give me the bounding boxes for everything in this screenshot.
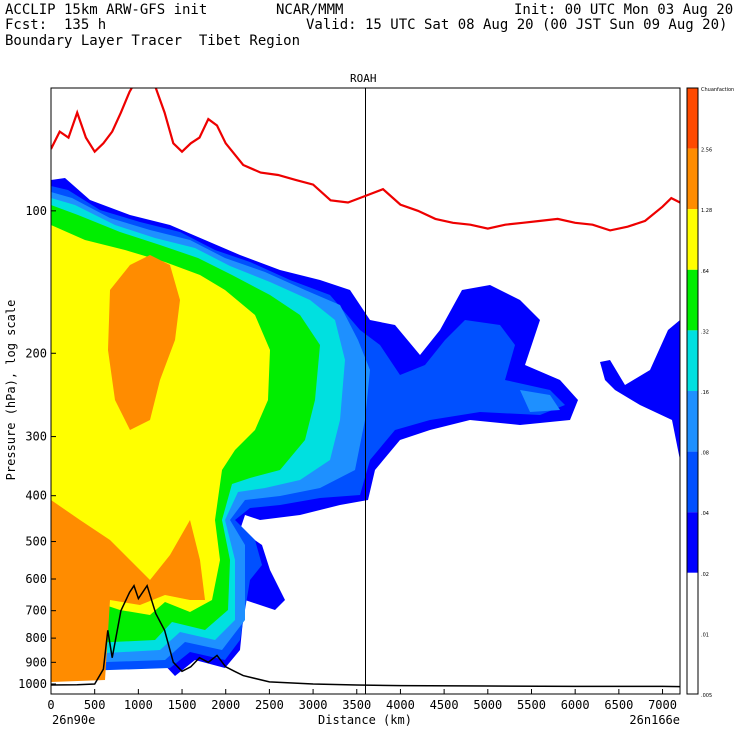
colorbar-swatch bbox=[687, 269, 698, 331]
y-tick-label: 1000 bbox=[18, 677, 47, 691]
x-tick-label: 4500 bbox=[430, 698, 459, 712]
header-source: NCAR/MMM bbox=[276, 2, 344, 18]
colorbar-label: 1.28 bbox=[701, 208, 712, 214]
x-tick-label: 6500 bbox=[604, 698, 633, 712]
y-tick-label: 400 bbox=[25, 489, 47, 503]
x-tick-label: 5000 bbox=[473, 698, 502, 712]
colorbar-label: .32 bbox=[701, 329, 709, 335]
colorbar-swatch bbox=[687, 633, 698, 694]
colorbar-swatch bbox=[687, 330, 698, 391]
y-tick-label: 100 bbox=[25, 204, 47, 218]
x-tick-label: 3500 bbox=[342, 698, 371, 712]
tracer-level-light-blue-right bbox=[520, 390, 560, 412]
chart-title: ROAH bbox=[350, 72, 377, 85]
x-tick-label: 6000 bbox=[561, 698, 590, 712]
tracer-level-blue-right bbox=[600, 320, 680, 460]
x-tick-label: 4000 bbox=[386, 698, 415, 712]
tracer-level-yellow bbox=[51, 225, 270, 615]
colorbar-label: .64 bbox=[701, 269, 709, 275]
plot-frame bbox=[50, 87, 681, 695]
y-tick-label: 200 bbox=[25, 346, 47, 360]
header-field-name: Boundary Layer Tracer Tibet Region bbox=[5, 33, 301, 49]
colorbar-label: .01 bbox=[701, 632, 709, 638]
terrain-line bbox=[51, 583, 680, 688]
tropopause-line bbox=[51, 88, 680, 232]
y-tick-label: 800 bbox=[25, 631, 47, 645]
colorbar-label: .08 bbox=[701, 451, 709, 457]
x-start-label: 26n90e bbox=[52, 713, 95, 727]
x-tick-label: 0 bbox=[47, 698, 54, 712]
x-tick-label: 2000 bbox=[211, 698, 240, 712]
header-valid-time: Valid: 15 UTC Sat 08 Aug 20 (00 JST Sun … bbox=[306, 17, 728, 33]
colorbar-swatch bbox=[687, 512, 698, 573]
colorbar-swatch bbox=[687, 391, 698, 452]
colorbar-swatch bbox=[687, 88, 698, 149]
tracer-concentration-fill bbox=[51, 178, 680, 694]
colorbar: Chuanfaction 2.56 1.28 .64 .32 .16 .08 .04 .02 .0… bbox=[686, 87, 734, 699]
header-title: ACCLIP 15km ARW-GFS init bbox=[5, 2, 208, 18]
x-axis: 0 500 1000 1500 2000 2500 3000 3500 4000 4500 5000… bbox=[47, 689, 677, 712]
y-tick-label: 700 bbox=[25, 604, 47, 618]
x-end-label: 26n166e bbox=[629, 713, 680, 727]
y-tick-label: 300 bbox=[25, 430, 47, 444]
tracer-level-orange-upper bbox=[108, 255, 180, 430]
colorbar-swatch bbox=[687, 572, 698, 634]
x-tick-label: 5500 bbox=[517, 698, 546, 712]
colorbar-label: 2.56 bbox=[701, 148, 712, 154]
colorbar-label: .04 bbox=[701, 511, 709, 517]
x-tick-label: 3000 bbox=[299, 698, 328, 712]
colorbar-swatch bbox=[687, 209, 698, 270]
x-tick-label: 500 bbox=[84, 698, 106, 712]
colorbar-swatch bbox=[687, 451, 698, 513]
x-axis-label: Distance (km) bbox=[318, 713, 412, 727]
x-tick-label: 1000 bbox=[124, 698, 153, 712]
tracer-level-orange bbox=[51, 500, 205, 682]
x-tick-label: 2500 bbox=[255, 698, 284, 712]
colorbar-label: .02 bbox=[701, 572, 709, 578]
colorbar-frame bbox=[686, 87, 699, 695]
colorbar-label: .16 bbox=[701, 390, 709, 396]
y-axis-label: Pressure (hPa), log scale bbox=[4, 300, 18, 481]
y-tick-label: 500 bbox=[25, 535, 47, 549]
header-forecast-hour: Fcst: 135 h bbox=[5, 17, 107, 33]
header-init-time: Init: 00 UTC Mon 03 Aug 20 bbox=[514, 2, 734, 18]
y-axis: 100 200 300 400 500 600 700 800 900 1000 bbox=[18, 204, 56, 691]
x-tick-label: 7000 bbox=[648, 698, 677, 712]
y-tick-label: 600 bbox=[25, 572, 47, 586]
x-tick-label: 1500 bbox=[168, 698, 197, 712]
colorbar-label: Chuanfaction bbox=[701, 87, 734, 93]
colorbar-swatch bbox=[687, 148, 698, 210]
y-tick-label: 900 bbox=[25, 655, 47, 669]
colorbar-label: .005 bbox=[701, 693, 712, 699]
